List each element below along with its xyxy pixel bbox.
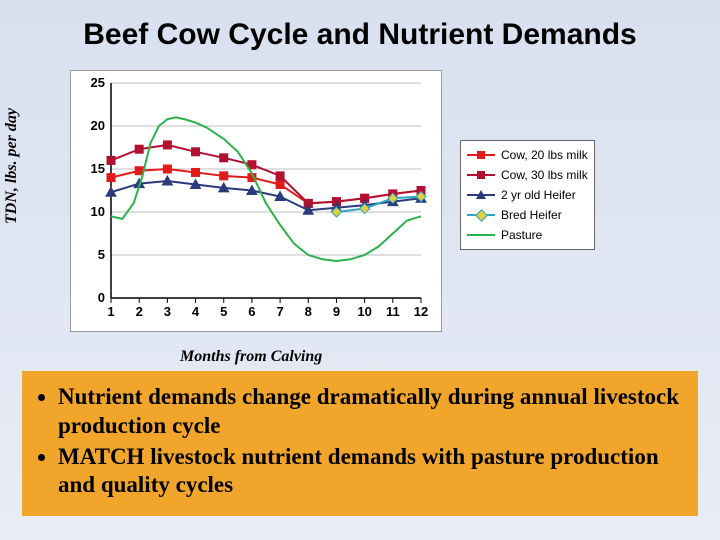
chart-area: TDN, lbs. per day 0510152025123456789101… — [0, 60, 720, 360]
svg-text:12: 12 — [414, 304, 428, 319]
chart-legend: Cow, 20 lbs milk Cow, 30 lbs milk 2 yr old… — [460, 140, 595, 250]
y-axis-label: TDN, lbs. per day — [3, 108, 21, 224]
key-points-box: Nutrient demands change dramatically dur… — [22, 371, 698, 516]
legend-marker-icon — [476, 190, 486, 199]
legend-label: Cow, 30 lbs milk — [501, 168, 588, 182]
svg-text:2: 2 — [136, 304, 143, 319]
svg-text:8: 8 — [305, 304, 312, 319]
svg-text:10: 10 — [91, 204, 105, 219]
legend-label: Bred Heifer — [501, 208, 562, 222]
legend-marker-icon — [477, 151, 485, 159]
svg-text:10: 10 — [357, 304, 371, 319]
bullet-item: Nutrient demands change dramatically dur… — [58, 383, 682, 441]
svg-text:6: 6 — [248, 304, 255, 319]
legend-item: Cow, 20 lbs milk — [467, 145, 588, 165]
slide: Beef Cow Cycle and Nutrient Demands TDN,… — [0, 0, 720, 540]
x-axis-label: Months from Calving — [180, 348, 322, 366]
svg-text:4: 4 — [192, 304, 200, 319]
svg-text:7: 7 — [276, 304, 283, 319]
bullet-list: Nutrient demands change dramatically dur… — [38, 383, 682, 500]
svg-text:0: 0 — [98, 290, 105, 305]
legend-item: 2 yr old Heifer — [467, 185, 588, 205]
legend-label: Pasture — [501, 228, 542, 242]
svg-text:11: 11 — [386, 304, 400, 319]
svg-text:5: 5 — [220, 304, 227, 319]
legend-item: Bred Heifer — [467, 205, 588, 225]
line-chart: 0510152025123456789101112 — [70, 70, 442, 332]
legend-label: Cow, 20 lbs milk — [501, 148, 588, 162]
legend-label: 2 yr old Heifer — [501, 188, 576, 202]
legend-marker-icon — [475, 209, 488, 222]
svg-text:5: 5 — [98, 247, 105, 262]
svg-text:25: 25 — [91, 75, 105, 90]
svg-text:3: 3 — [164, 304, 171, 319]
legend-item: Pasture — [467, 225, 588, 245]
page-title: Beef Cow Cycle and Nutrient Demands — [0, 0, 720, 60]
bullet-item: MATCH livestock nutrient demands with pa… — [58, 443, 682, 501]
svg-text:15: 15 — [91, 161, 105, 176]
legend-marker-icon — [477, 171, 485, 179]
legend-item: Cow, 30 lbs milk — [467, 165, 588, 185]
svg-text:20: 20 — [91, 118, 105, 133]
svg-text:1: 1 — [107, 304, 114, 319]
svg-text:9: 9 — [333, 304, 340, 319]
